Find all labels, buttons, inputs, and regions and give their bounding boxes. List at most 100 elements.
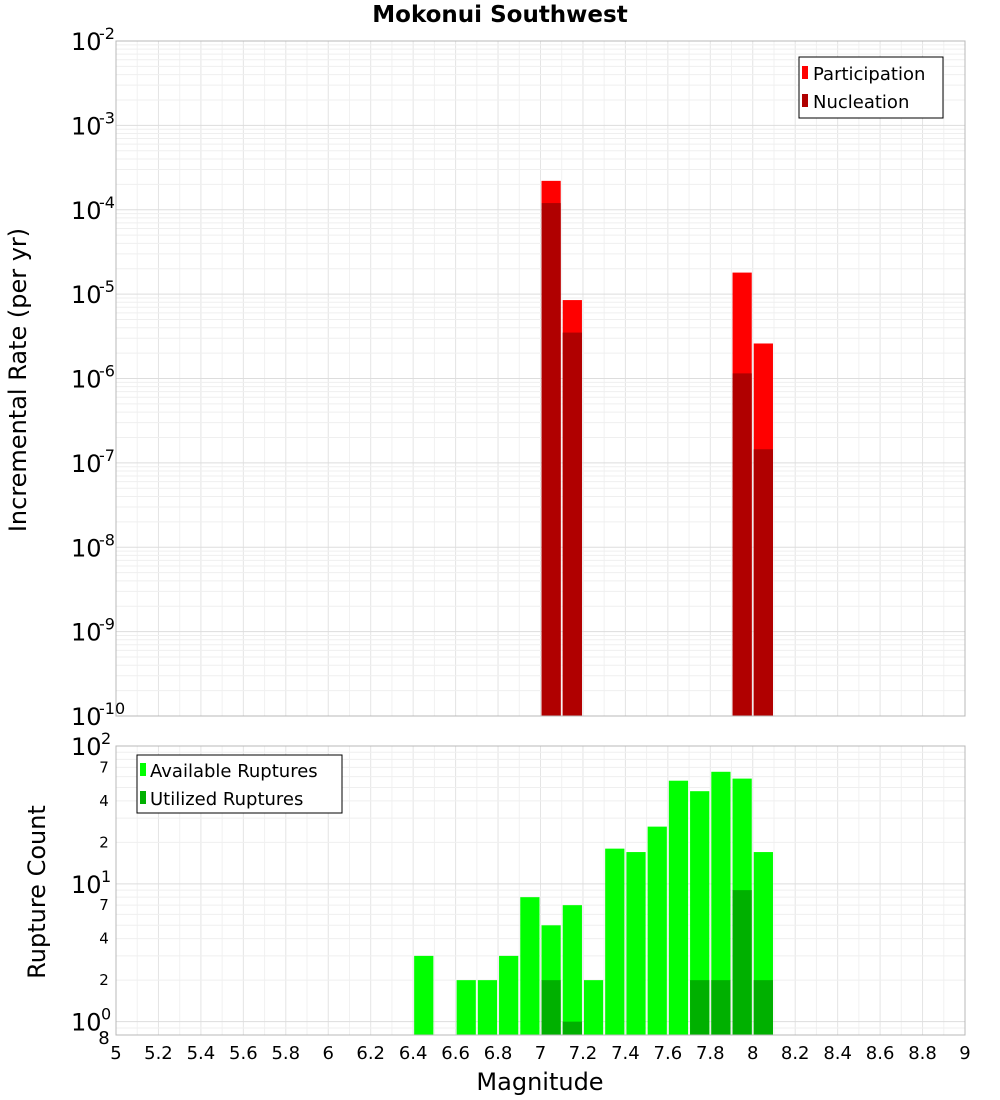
legend-label-nucleation: Nucleation [813, 92, 909, 113]
bar-available-ruptures-7.85 [711, 771, 731, 1035]
x-tick-label: 8.8 [908, 1043, 937, 1064]
legend-swatch-participation [802, 66, 808, 79]
legend-label-available-ruptures: Available Ruptures [150, 761, 318, 782]
y-tick-exponent: -9 [99, 615, 115, 634]
bar-utilized-ruptures-7.05 [541, 980, 561, 1035]
y-tick-label: 10 [71, 450, 102, 478]
chart-title: Mokonui Southwest [372, 2, 627, 28]
bar-available-ruptures-7.35 [605, 848, 625, 1035]
bar-available-ruptures-6.45 [414, 955, 434, 1035]
y-tick-label: 10 [71, 366, 102, 394]
bar-available-ruptures-7.25 [583, 980, 604, 1035]
x-tick-label: 7.6 [654, 1043, 683, 1064]
bar-utilized-ruptures-7.95 [732, 890, 752, 1035]
top-y-tick-labels: 10-210-310-410-510-610-710-810-910-10 [71, 24, 125, 731]
x-tick-label: 7.8 [696, 1043, 725, 1064]
y-tick-label: 10 [71, 871, 102, 899]
y-minor-tick-label: 7 [99, 896, 109, 914]
bottom-y-axis-label: Rupture Count [23, 805, 51, 979]
x-tick-label: 7.4 [611, 1043, 640, 1064]
y-tick-label: 10 [71, 534, 102, 562]
x-tick-label: 6.4 [399, 1043, 428, 1064]
y-minor-tick-label: 8 [98, 1028, 109, 1049]
y-tick-exponent: -3 [99, 108, 115, 127]
bar-available-ruptures-6.85 [499, 955, 519, 1035]
y-tick-exponent: -6 [99, 362, 115, 381]
x-tick-label: 5.8 [271, 1043, 300, 1064]
y-minor-tick-label: 2 [99, 971, 109, 989]
y-tick-exponent: -2 [99, 24, 115, 43]
top-y-axis-label: Incremental Rate (per yr) [4, 228, 32, 532]
x-tick-label: 5 [110, 1043, 121, 1064]
top-plot: 10-210-310-410-510-610-710-810-910-10 In… [4, 24, 966, 731]
y-tick-label: 10 [71, 703, 102, 731]
bar-utilized-ruptures-8.05 [753, 980, 773, 1035]
y-minor-tick-label: 2 [99, 833, 109, 851]
y-tick-label: 10 [71, 281, 102, 309]
bar-utilized-ruptures-7.15 [562, 1021, 582, 1035]
x-tick-label: 5.6 [229, 1043, 258, 1064]
x-tick-label: 9 [959, 1043, 970, 1064]
legend-label-participation: Participation [813, 64, 925, 85]
bar-available-ruptures-6.65 [456, 980, 476, 1035]
y-tick-exponent: -10 [99, 699, 125, 718]
bar-nucleation-7.05 [541, 203, 561, 716]
y-tick-exponent: 2 [101, 729, 111, 748]
y-tick-label: 10 [71, 197, 102, 225]
bar-utilized-ruptures-7.75 [690, 980, 710, 1035]
bar-available-ruptures-7.75 [690, 791, 710, 1035]
bar-available-ruptures-7.55 [647, 826, 667, 1035]
x-tick-label: 8.2 [781, 1043, 810, 1064]
top-plot-border [115, 40, 966, 717]
bar-available-ruptures-7.65 [668, 780, 689, 1035]
legend-swatch-available-ruptures [140, 763, 146, 776]
x-tick-label: 5.2 [144, 1043, 173, 1064]
bar-available-ruptures-6.75 [477, 980, 498, 1035]
x-tick-label: 6.8 [484, 1043, 513, 1064]
y-tick-exponent: -7 [99, 446, 115, 465]
x-tick-label: 8.4 [823, 1043, 852, 1064]
bar-nucleation-7.15 [562, 332, 582, 716]
x-tick-label: 7.2 [569, 1043, 598, 1064]
x-tick-labels: 5 5.2 5.4 5.6 5.8 6 6.2 6.4 6.6 6.8 7 7.2 7.4 7.6 7.8 8… [110, 1043, 970, 1064]
x-tick-label: 7 [535, 1043, 546, 1064]
top-legend-box [798, 56, 944, 119]
y-tick-label: 10 [71, 1009, 102, 1037]
bar-available-ruptures-7.15 [562, 905, 582, 1035]
x-tick-label: 8.6 [866, 1043, 895, 1064]
y-tick-label: 10 [71, 28, 102, 56]
y-minor-tick-label: 4 [99, 792, 109, 810]
x-tick-label: 6.6 [441, 1043, 470, 1064]
y-tick-label: 10 [71, 619, 102, 647]
x-tick-label: 5.4 [187, 1043, 216, 1064]
top-bars [541, 180, 773, 716]
top-grid [115, 40, 966, 717]
x-tick-label: 8 [747, 1043, 758, 1064]
y-minor-tick-label: 7 [99, 758, 109, 776]
y-tick-label: 10 [71, 112, 102, 140]
y-tick-exponent: 1 [101, 867, 111, 886]
bar-nucleation-7.95 [732, 373, 752, 716]
bar-available-ruptures-6.95 [520, 897, 540, 1035]
legend-label-utilized-ruptures: Utilized Ruptures [150, 789, 303, 810]
bar-available-ruptures-7.45 [626, 852, 646, 1035]
y-minor-tick-label: 4 [99, 930, 109, 948]
bottom-plot-border [115, 745, 966, 1036]
x-axis-label: Magnitude [476, 1068, 603, 1096]
legend-swatch-nucleation [802, 94, 808, 107]
y-tick-exponent: -5 [99, 277, 115, 296]
x-tick-label: 6 [323, 1043, 334, 1064]
y-tick-label: 10 [71, 733, 102, 761]
bottom-bars [414, 771, 773, 1035]
legend-swatch-utilized-ruptures [140, 791, 146, 804]
y-tick-exponent: 0 [101, 1005, 111, 1024]
y-tick-exponent: -4 [99, 193, 115, 212]
x-tick-label: 6.2 [356, 1043, 385, 1064]
y-tick-exponent: -8 [99, 530, 115, 549]
bar-nucleation-8.05 [753, 449, 773, 716]
bottom-legend: Available Ruptures Utilized Ruptures [136, 754, 343, 814]
bar-utilized-ruptures-7.85 [711, 980, 731, 1035]
